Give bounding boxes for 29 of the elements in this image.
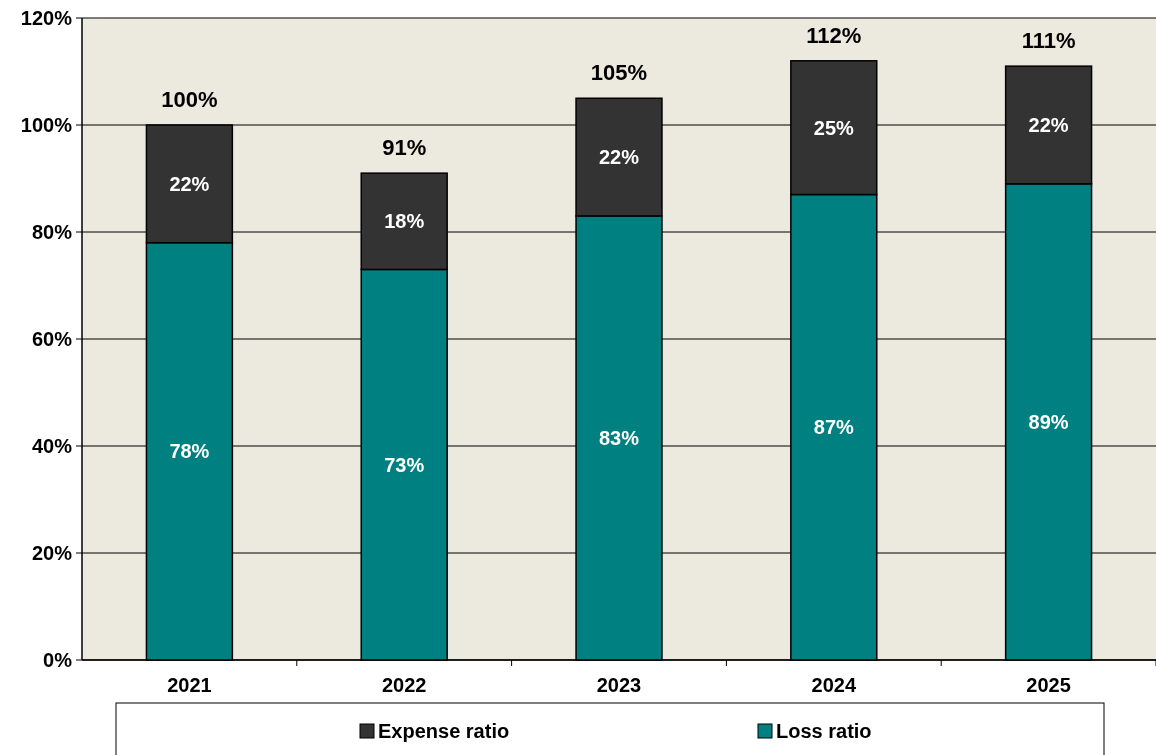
y-tick-label: 100%	[20, 114, 73, 136]
data-label: 18%	[384, 210, 425, 233]
y-tick-label: 60%	[31, 328, 73, 350]
y-tick-label: 120%	[20, 7, 73, 29]
data-label: 73%	[384, 453, 425, 476]
x-tick-label: 2024	[811, 674, 857, 696]
data-label: 78%	[169, 440, 210, 463]
total-label: 91%	[382, 135, 427, 161]
x-tick-label: 2022	[381, 674, 427, 696]
x-tick-label: 2025	[1026, 674, 1071, 696]
x-tick-label: 2021	[167, 674, 212, 696]
data-label: 22%	[1028, 114, 1069, 136]
legend-label: Loss ratio	[776, 720, 872, 742]
y-tick-label: 0%	[43, 649, 73, 671]
y-tick-label: 80%	[31, 221, 73, 243]
x-tick-label: 2023	[596, 674, 642, 696]
total-label: 100%	[161, 87, 218, 112]
data-label: 87%	[813, 416, 855, 439]
y-tick-label: 40%	[31, 435, 73, 457]
data-label: 25%	[813, 116, 855, 139]
data-label: 83%	[598, 426, 640, 449]
y-tick-label: 20%	[31, 542, 73, 564]
legend-label: Expense ratio	[378, 720, 510, 742]
total-label: 105%	[590, 60, 648, 86]
data-label: 22%	[598, 146, 640, 169]
data-label: 89%	[1028, 410, 1069, 433]
total-label: 111%	[1021, 28, 1076, 54]
data-label: 22%	[169, 172, 210, 195]
total-label: 112%	[806, 22, 862, 48]
